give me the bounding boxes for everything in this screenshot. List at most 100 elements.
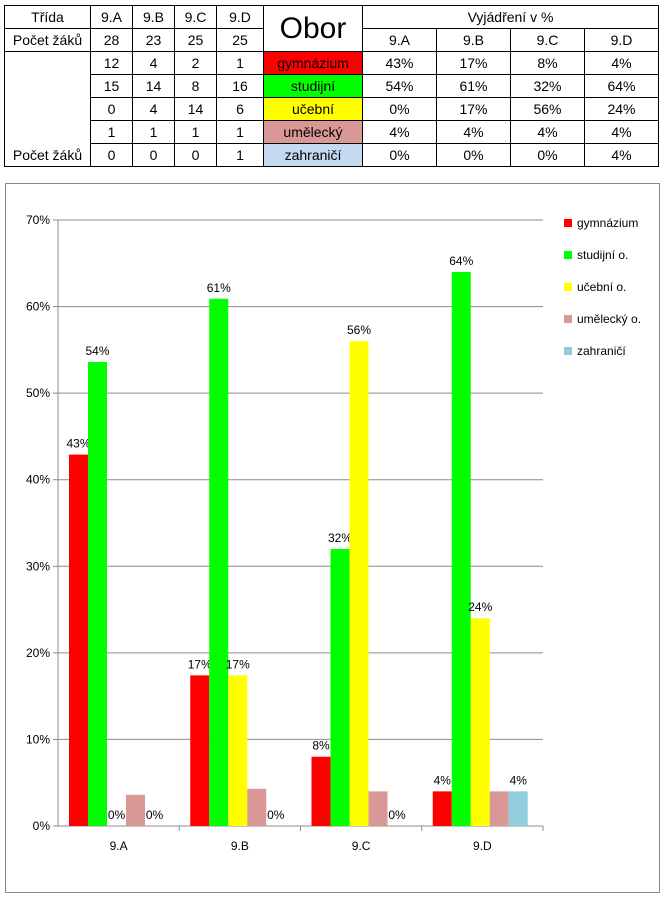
- trida-label: Třída: [4, 5, 91, 29]
- data-label: 8%: [312, 739, 330, 753]
- bar: [209, 298, 229, 826]
- count-cell: 4: [132, 51, 175, 75]
- count-cell: 1: [90, 120, 133, 144]
- data-label: 54%: [85, 344, 109, 358]
- count-cell: 1: [216, 143, 264, 167]
- x-tick-label: 9.A: [110, 839, 128, 853]
- count-cell: 1: [174, 120, 217, 144]
- pct-cell: 4%: [584, 51, 659, 75]
- pct-cell: 54%: [362, 74, 437, 98]
- pct-cell: 24%: [584, 97, 659, 121]
- data-label: 4%: [434, 773, 452, 787]
- count-cell: 8: [174, 74, 217, 98]
- table-row: Počet žáků 0 0 0 1 zahraničí 0% 0% 0% 4%: [4, 143, 659, 167]
- data-label: 17%: [188, 657, 212, 671]
- data-label: 17%: [226, 657, 250, 671]
- pct-cell: 4%: [584, 120, 659, 144]
- bar: [228, 675, 248, 826]
- pocet-label: Počet žáků: [4, 28, 91, 52]
- pct-class-header: 9.A: [362, 28, 437, 52]
- data-label: 43%: [66, 437, 90, 451]
- table-row: 1 1 1 1 umělecký 4% 4% 4% 4%: [4, 120, 659, 144]
- legend-label: studijní o.: [577, 248, 628, 262]
- pct-cell: 56%: [510, 97, 585, 121]
- chart-frame: 0% 10% 20% 30% 40% 50% 60% 70% 9.A 9.B 9.C 9.D 43% 17…: [5, 183, 660, 893]
- legend-swatch: [564, 251, 572, 259]
- data-label: 61%: [207, 281, 231, 295]
- row-label: [4, 74, 91, 98]
- legend-swatch: [564, 347, 572, 355]
- count-cell: 1: [216, 51, 264, 75]
- y-tick-label: 0%: [33, 819, 51, 833]
- legend-swatch: [564, 283, 572, 291]
- legend-label: zahraničí: [577, 344, 626, 358]
- summary-table: Třída 9.A 9.B 9.C 9.D Obor Vyjádření v % Počet …: [4, 5, 659, 167]
- data-label: 24%: [468, 600, 492, 614]
- x-tick-label: 9.C: [352, 839, 371, 853]
- row-label: [4, 120, 91, 144]
- bar: [126, 794, 145, 826]
- count-cell: 4: [132, 97, 175, 121]
- count-cell: 12: [90, 51, 133, 75]
- pocet-value: 28: [90, 28, 133, 52]
- y-tick-label: 50%: [26, 386, 50, 400]
- pct-cell: 4%: [510, 120, 585, 144]
- pocet-row: Počet žáků 28 23 25 25 9.A 9.B 9.C 9.D: [4, 28, 659, 52]
- obor-header: Obor: [263, 5, 363, 52]
- bar: [69, 454, 88, 826]
- count-cell: 0: [90, 97, 133, 121]
- pct-cell: 8%: [510, 51, 585, 75]
- count-cell: 15: [90, 74, 133, 98]
- data-label: 0%: [108, 808, 126, 822]
- table-row: 12 4 2 1 gymnázium 43% 17% 8% 4%: [4, 51, 659, 75]
- data-label: 0%: [146, 808, 164, 822]
- data-label: 0%: [388, 808, 406, 822]
- class-header: 9.A: [90, 5, 133, 29]
- bar: [508, 791, 528, 826]
- row-label: [4, 97, 91, 121]
- pct-cell: 0%: [362, 143, 437, 167]
- pct-cell: 17%: [436, 51, 511, 75]
- pct-class-header: 9.B: [436, 28, 511, 52]
- count-cell: 14: [174, 97, 217, 121]
- legend-label: umělecký o.: [577, 312, 641, 326]
- count-cell: 2: [174, 51, 217, 75]
- bar: [349, 341, 369, 826]
- pocet-value: 23: [132, 28, 175, 52]
- bar: [247, 788, 267, 826]
- pct-class-header: 9.D: [584, 28, 659, 52]
- pct-cell: 17%: [436, 97, 511, 121]
- bar: [330, 548, 350, 826]
- pocet-value: 25: [174, 28, 217, 52]
- y-tick-label: 70%: [26, 213, 50, 227]
- bar: [88, 361, 107, 826]
- data-label: 4%: [510, 773, 528, 787]
- y-tick-label: 20%: [26, 646, 50, 660]
- x-tick-label: 9.D: [473, 839, 492, 853]
- legend-swatch: [564, 315, 572, 323]
- count-cell: 0: [174, 143, 217, 167]
- count-cell: 0: [132, 143, 175, 167]
- pct-cell: 0%: [510, 143, 585, 167]
- bar: [311, 756, 331, 826]
- table-row: 15 14 8 16 studijní 54% 61% 32% 64%: [4, 74, 659, 98]
- bar: [368, 791, 388, 826]
- pct-cell: 64%: [584, 74, 659, 98]
- bar: [470, 618, 490, 826]
- pct-class-header: 9.C: [510, 28, 585, 52]
- pct-cell: 0%: [436, 143, 511, 167]
- pct-cell: 0%: [362, 97, 437, 121]
- obor-cell: zahraničí: [263, 143, 363, 167]
- bar: [432, 791, 452, 826]
- data-label: 32%: [328, 531, 352, 545]
- y-tick-label: 60%: [26, 300, 50, 314]
- y-tick-label: 40%: [26, 473, 50, 487]
- data-label: 64%: [449, 254, 473, 268]
- pct-cell: 4%: [584, 143, 659, 167]
- data-label: 0%: [267, 808, 285, 822]
- row-label: [4, 51, 91, 75]
- data-label: 56%: [347, 323, 371, 337]
- pct-cell: 43%: [362, 51, 437, 75]
- pct-cell: 4%: [436, 120, 511, 144]
- vyjadreni-header: Vyjádření v %: [362, 5, 659, 29]
